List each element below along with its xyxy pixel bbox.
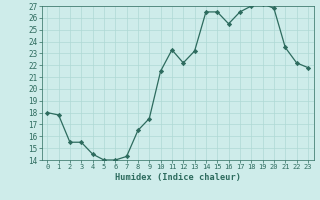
X-axis label: Humidex (Indice chaleur): Humidex (Indice chaleur) (115, 173, 241, 182)
